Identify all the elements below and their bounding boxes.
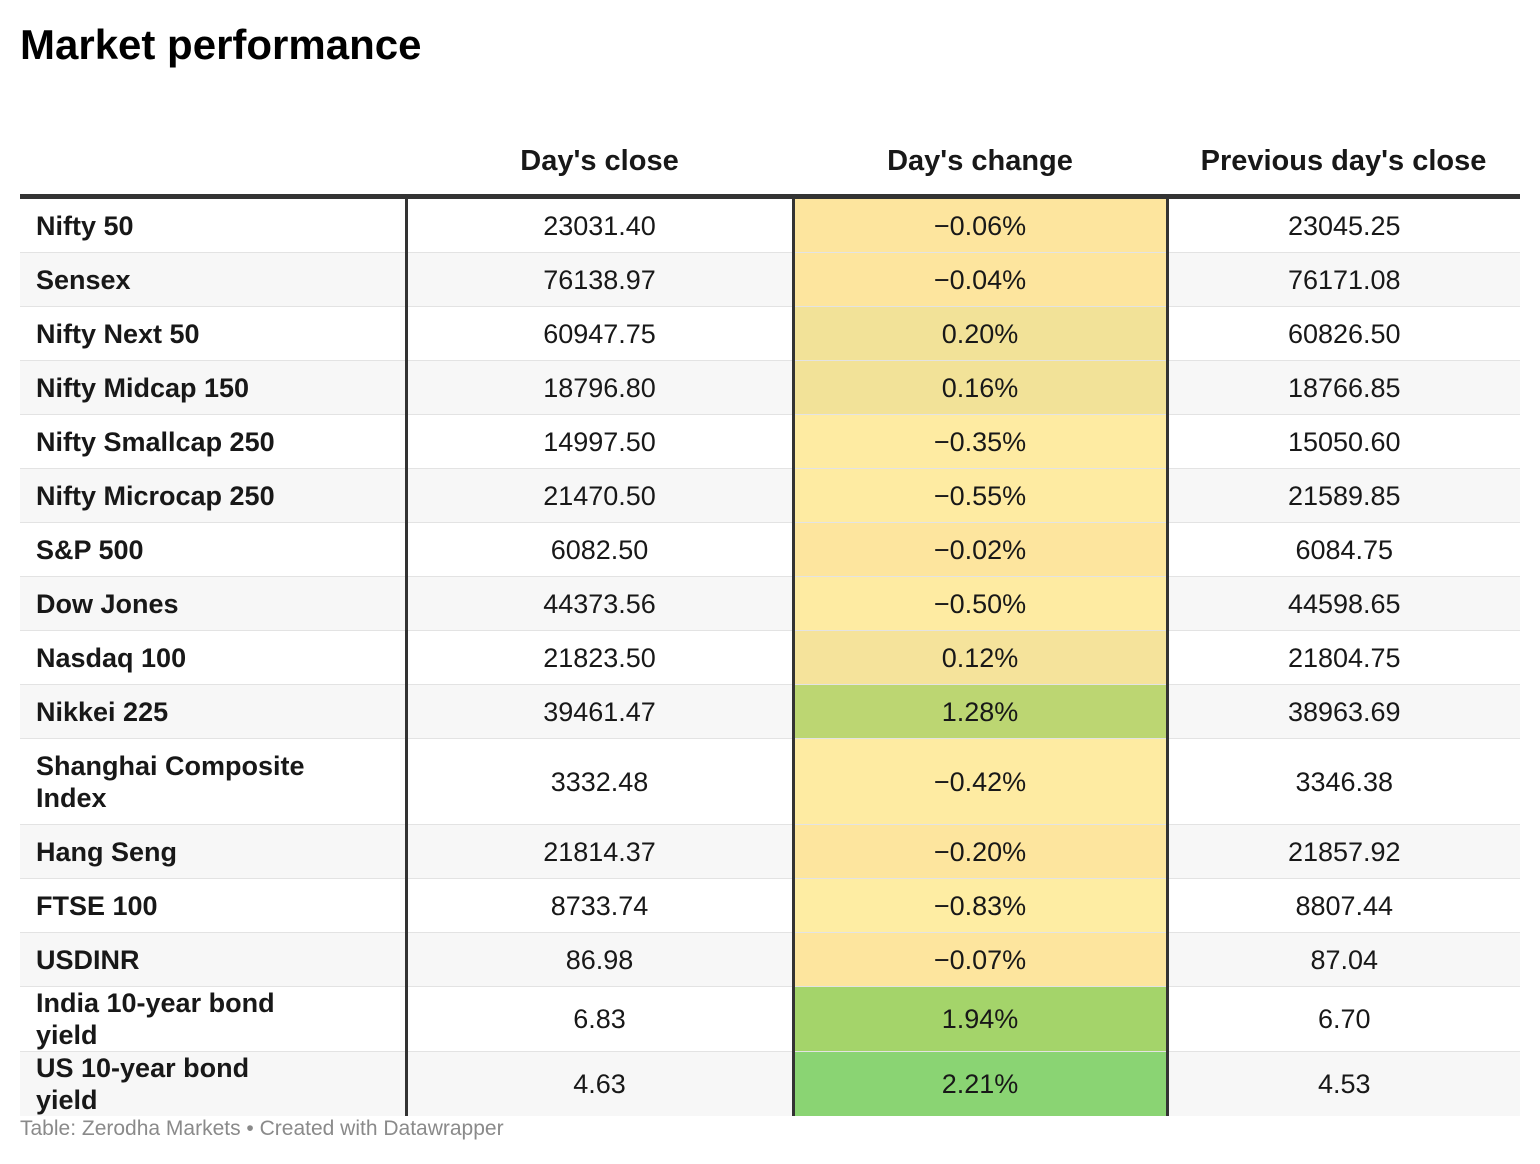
row-close-cell: 4.63 [404, 1051, 793, 1116]
row-close-cell: 8733.74 [404, 878, 793, 933]
row-change-cell: −0.20% [791, 824, 1169, 879]
table-row: Nasdaq 100 21823.50 0.12% 21804.75 [20, 630, 1520, 685]
row-prev-close-cell: 18766.85 [1167, 360, 1520, 415]
row-close-cell: 21470.50 [404, 468, 793, 523]
row-prev-close-cell: 76171.08 [1167, 252, 1520, 307]
row-change-cell: −0.55% [791, 468, 1169, 523]
row-close-cell: 18796.80 [404, 360, 793, 415]
row-close-cell: 44373.56 [404, 576, 793, 631]
row-name-cell: Nifty Midcap 150 [20, 360, 406, 415]
row-name-cell: Nifty Microcap 250 [20, 468, 406, 523]
row-name-cell: Shanghai Composite Index [20, 738, 406, 825]
row-prev-close-cell: 21857.92 [1167, 824, 1520, 879]
row-prev-close-cell: 87.04 [1167, 932, 1520, 987]
table-row: USDINR 86.98 −0.07% 87.04 [20, 932, 1520, 987]
row-name-cell: USDINR [20, 932, 406, 987]
table-row: Sensex 76138.97 −0.04% 76171.08 [20, 252, 1520, 307]
chart-title: Market performance [20, 21, 422, 68]
row-change-cell: 0.12% [791, 630, 1169, 685]
market-table: Day's close Day's change Previous day's … [20, 108, 1520, 1116]
row-close-cell: 21823.50 [404, 630, 793, 685]
row-change-cell: −0.83% [791, 878, 1169, 933]
row-name-cell: Nasdaq 100 [20, 630, 406, 685]
table-header-row: Day's close Day's change Previous day's … [20, 108, 1520, 199]
table-row: S&P 500 6082.50 −0.02% 6084.75 [20, 522, 1520, 577]
row-close-cell: 21814.37 [404, 824, 793, 879]
header-previous-close: Previous day's close [1167, 108, 1520, 199]
row-change-cell: −0.35% [791, 414, 1169, 469]
row-close-cell: 3332.48 [404, 738, 793, 825]
table-row: US 10-year bond yield 4.63 2.21% 4.53 [20, 1051, 1520, 1116]
row-close-cell: 14997.50 [404, 414, 793, 469]
row-change-cell: 0.16% [791, 360, 1169, 415]
row-change-cell: 0.20% [791, 306, 1169, 361]
header-days-change: Day's change [793, 108, 1167, 199]
row-change-cell: −0.04% [791, 252, 1169, 307]
table-row: Hang Seng 21814.37 −0.20% 21857.92 [20, 824, 1520, 879]
row-close-cell: 76138.97 [404, 252, 793, 307]
row-prev-close-cell: 23045.25 [1167, 196, 1520, 253]
table-row: Shanghai Composite Index 3332.48 −0.42% 334… [20, 738, 1520, 825]
row-prev-close-cell: 21589.85 [1167, 468, 1520, 523]
row-change-cell: −0.02% [791, 522, 1169, 577]
row-name-cell: FTSE 100 [20, 878, 406, 933]
row-change-cell: −0.50% [791, 576, 1169, 631]
table-row: Dow Jones 44373.56 −0.50% 44598.65 [20, 576, 1520, 631]
table-row: India 10-year bond yield 6.83 1.94% 6.70 [20, 986, 1520, 1052]
row-name-cell: Sensex [20, 252, 406, 307]
row-change-cell: 1.94% [791, 986, 1169, 1052]
row-change-cell: 1.28% [791, 684, 1169, 739]
table-row: Nifty Smallcap 250 14997.50 −0.35% 15050.60 [20, 414, 1520, 469]
row-prev-close-cell: 3346.38 [1167, 738, 1520, 825]
row-prev-close-cell: 4.53 [1167, 1051, 1520, 1116]
row-close-cell: 6.83 [404, 986, 793, 1052]
row-name-cell: Nifty Next 50 [20, 306, 406, 361]
row-name-cell: S&P 500 [20, 522, 406, 577]
row-prev-close-cell: 15050.60 [1167, 414, 1520, 469]
row-close-cell: 60947.75 [404, 306, 793, 361]
row-prev-close-cell: 6.70 [1167, 986, 1520, 1052]
source-footer: Table: Zerodha Markets • Created with Da… [20, 1117, 504, 1140]
table-row: Nikkei 225 39461.47 1.28% 38963.69 [20, 684, 1520, 739]
row-prev-close-cell: 44598.65 [1167, 576, 1520, 631]
row-name-cell: US 10-year bond yield [20, 1051, 406, 1116]
row-change-cell: 2.21% [791, 1051, 1169, 1116]
row-prev-close-cell: 8807.44 [1167, 878, 1520, 933]
row-name-cell: Nifty 50 [20, 196, 406, 253]
table-body: Nifty 50 23031.40 −0.06% 23045.25 Sensex 7613… [20, 196, 1520, 1116]
row-change-cell: −0.42% [791, 738, 1169, 825]
row-prev-close-cell: 21804.75 [1167, 630, 1520, 685]
row-prev-close-cell: 38963.69 [1167, 684, 1520, 739]
table-row: Nifty Next 50 60947.75 0.20% 60826.50 [20, 306, 1520, 361]
table-row: Nifty Microcap 250 21470.50 −0.55% 21589.85 [20, 468, 1520, 523]
row-name-cell: India 10-year bond yield [20, 986, 406, 1052]
row-change-cell: −0.06% [791, 196, 1169, 253]
row-close-cell: 86.98 [404, 932, 793, 987]
row-close-cell: 39461.47 [404, 684, 793, 739]
row-name-cell: Hang Seng [20, 824, 406, 879]
table-row: FTSE 100 8733.74 −0.83% 8807.44 [20, 878, 1520, 933]
row-change-cell: −0.07% [791, 932, 1169, 987]
row-close-cell: 6082.50 [404, 522, 793, 577]
table-row: Nifty Midcap 150 18796.80 0.16% 18766.85 [20, 360, 1520, 415]
row-close-cell: 23031.40 [404, 196, 793, 253]
table-row: Nifty 50 23031.40 −0.06% 23045.25 [20, 196, 1520, 253]
header-days-close: Day's close [406, 108, 793, 199]
row-name-cell: Nifty Smallcap 250 [20, 414, 406, 469]
header-name [20, 108, 406, 199]
row-name-cell: Nikkei 225 [20, 684, 406, 739]
row-name-cell: Dow Jones [20, 576, 406, 631]
row-prev-close-cell: 60826.50 [1167, 306, 1520, 361]
row-prev-close-cell: 6084.75 [1167, 522, 1520, 577]
